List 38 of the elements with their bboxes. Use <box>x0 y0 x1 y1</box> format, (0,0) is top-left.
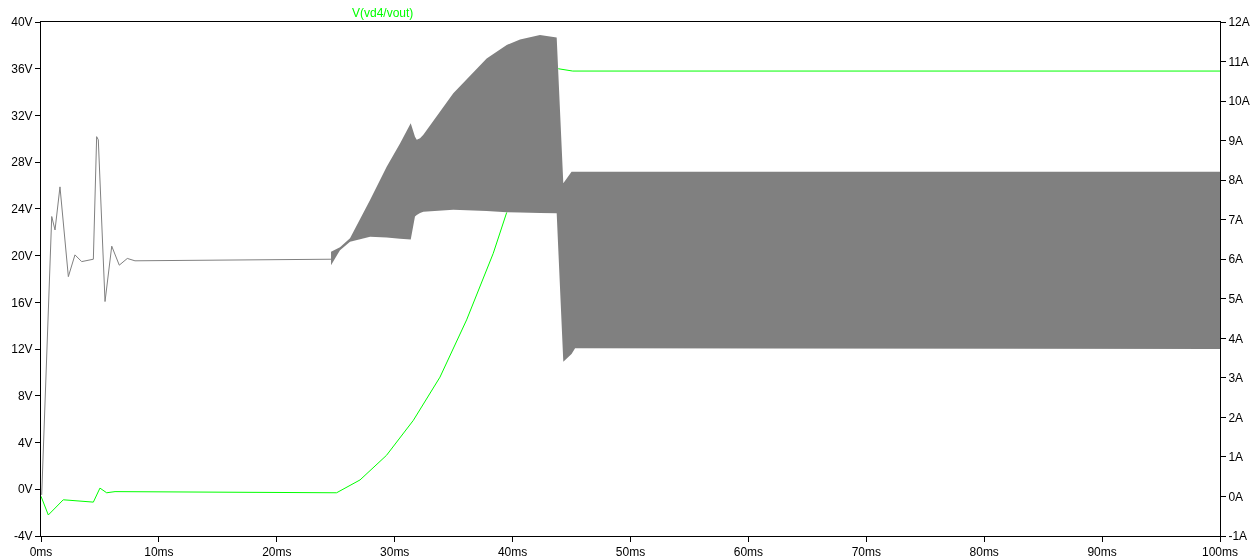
x-tick-label: 10ms <box>144 545 174 558</box>
y-tick-label: 24V <box>11 202 33 217</box>
x-tick-label: 0ms <box>29 545 53 558</box>
y2-tick-label: 0A <box>1228 489 1244 504</box>
y2-tick-label: 5A <box>1228 291 1244 306</box>
x-tick-label: 40ms <box>497 545 528 558</box>
y-tick-label: 28V <box>11 155 33 170</box>
x-tick-label: 100ms <box>1201 545 1239 558</box>
text: V(vd4/vout) <box>352 6 414 20</box>
x-tick-label: 20ms <box>262 545 292 558</box>
y-tick-label: 40V <box>11 15 33 30</box>
y-tick-label: 4V <box>17 435 33 450</box>
x-tick-label: 90ms <box>1087 545 1117 558</box>
y-tick-label: 32V <box>11 108 33 123</box>
y2-tick-label: 12A <box>1228 15 1250 30</box>
x-tick-label: 50ms <box>615 545 646 558</box>
y2-tick-label: 4A <box>1228 331 1244 346</box>
y-tick-label: 8V <box>17 389 33 404</box>
y2-tick-label: 3A <box>1228 371 1244 386</box>
x-tick-label: 80ms <box>969 545 999 558</box>
x-tick-label: 30ms <box>380 545 410 558</box>
x-tick-label: 70ms <box>851 545 881 558</box>
y2-tick-label: -1A <box>1228 529 1248 544</box>
y2-tick-label: 2A <box>1228 410 1244 425</box>
y-tick-label: -4V <box>13 529 33 544</box>
y2-tick-label: 7A <box>1228 212 1244 227</box>
y-tick-label: 20V <box>11 248 33 263</box>
y2-tick-label: 9A <box>1228 133 1244 148</box>
y2-tick-label: 6A <box>1228 252 1244 267</box>
y2-tick-label: 8A <box>1228 173 1244 188</box>
x-tick-label: 60ms <box>733 545 764 558</box>
y2-tick-label: 10A <box>1228 94 1250 109</box>
y-tick-label: 16V <box>11 295 33 310</box>
y-tick-label: 0V <box>17 482 33 497</box>
y2-tick-label: 1A <box>1228 450 1244 465</box>
y-tick-label: 12V <box>11 342 33 357</box>
y-tick-label: 36V <box>11 61 33 76</box>
y2-tick-label: 11A <box>1228 54 1249 69</box>
